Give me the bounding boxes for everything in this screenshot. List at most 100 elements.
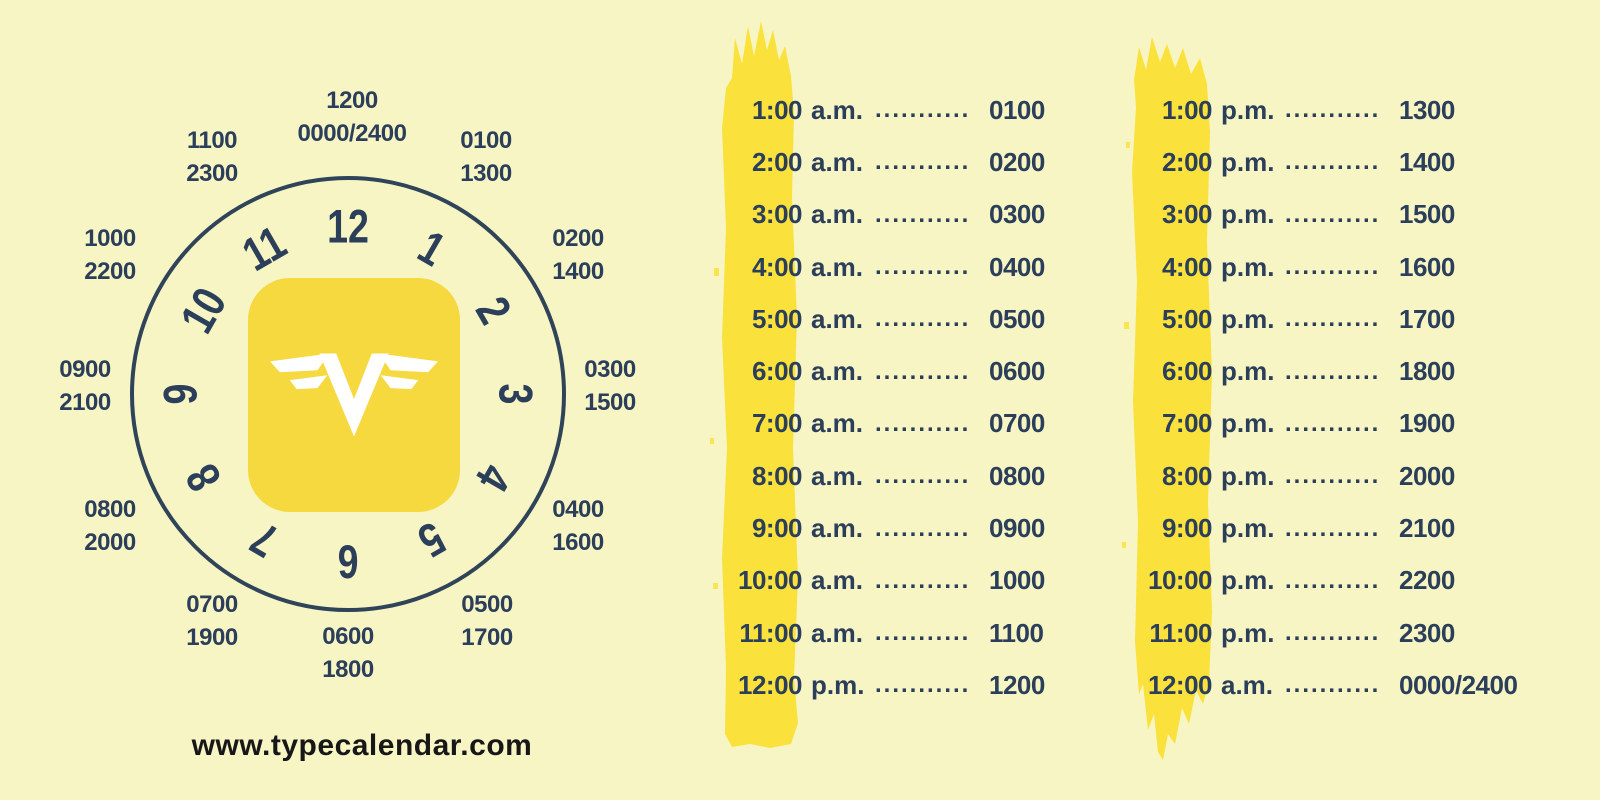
dotted-leader: ............ (875, 253, 967, 281)
clock-number-12: 12 (327, 199, 369, 253)
am-table-row: 5:00 a.m............. 0500 (690, 293, 1045, 345)
standard-time: 2:00 (751, 146, 803, 177)
military-label-line: 1200 (326, 87, 378, 114)
clock-face-ring (130, 176, 566, 612)
military-label-line: 1800 (322, 656, 374, 683)
am-table-row: 12:00 p.m............. 1200 (690, 659, 1045, 711)
military-label-line: 2100 (59, 389, 111, 416)
standard-time: 11:00 (1149, 617, 1212, 648)
meridiem-label: a.m. (811, 356, 864, 387)
meridiem-label: p.m. (1221, 408, 1275, 439)
pm-table-row: 5:00 p.m............. 1700 (1100, 293, 1517, 345)
brush-stroke-left (710, 21, 798, 748)
meridiem-label: p.m. (1221, 513, 1275, 544)
military-label-line: 0500 (461, 591, 513, 618)
military-time-value: 0000/2400 (1399, 669, 1518, 700)
military-time-value: 0500 (989, 303, 1045, 334)
military-label-1-oclock: 0100 1300 (460, 124, 512, 190)
pm-table-row: 6:00 p.m............. 1800 (1100, 345, 1517, 397)
meridiem-label: a.m. (811, 94, 864, 125)
military-time-value: 1100 (989, 617, 1044, 648)
am-table-row: 9:00 a.m............. 0900 (690, 502, 1045, 554)
military-time-value: 2000 (1399, 460, 1455, 491)
military-time-value: 1200 (989, 669, 1045, 700)
military-time-value: 0300 (989, 199, 1045, 230)
military-label-line: 1700 (461, 624, 513, 651)
dotted-leader: ............ (875, 96, 967, 124)
dotted-leader: ............ (875, 200, 967, 228)
standard-time: 8:00 (751, 460, 803, 491)
standard-time: 6:00 (1161, 356, 1213, 387)
military-label-line: 1900 (186, 624, 238, 651)
dotted-leader: ............ (875, 409, 967, 437)
dotted-leader: ............ (1285, 357, 1377, 385)
dotted-leader: ............ (1285, 200, 1377, 228)
dotted-leader: ............ (1285, 619, 1377, 647)
meridiem-label: p.m. (811, 669, 865, 700)
dotted-leader: ............ (875, 619, 967, 647)
meridiem-label: p.m. (1221, 146, 1275, 177)
dotted-leader: ............ (1285, 253, 1377, 281)
am-table-row: 1:00 a.m............. 0100 (690, 84, 1045, 136)
meridiem-label: p.m. (1221, 94, 1275, 125)
dotted-leader: ............ (1285, 148, 1377, 176)
meridiem-label: a.m. (811, 513, 864, 544)
standard-time: 3:00 (751, 199, 803, 230)
military-label-7-oclock: 0700 1900 (186, 588, 238, 654)
standard-time: 11:00 (739, 617, 802, 648)
meridiem-label: a.m. (811, 565, 864, 596)
standard-time: 9:00 (751, 513, 803, 544)
am-table-row: 3:00 a.m............. 0300 (690, 189, 1045, 241)
standard-time: 12:00 (738, 669, 803, 700)
pm-conversion-table: 1:00 p.m............. 1300 2:00 p.m.........… (1100, 84, 1518, 712)
meridiem-label: a.m. (811, 251, 864, 282)
military-label-2-oclock: 0200 1400 (552, 222, 604, 288)
military-label-line: 1300 (460, 160, 512, 187)
military-time-value: 1600 (1399, 251, 1455, 282)
standard-time: 4:00 (1161, 251, 1213, 282)
dotted-leader: ............ (875, 357, 967, 385)
military-label-12-oclock: 1200 0000/2400 (298, 84, 407, 150)
military-time-value: 2300 (1399, 617, 1455, 648)
military-label-line: 1100 (186, 127, 238, 154)
logo (248, 278, 460, 512)
pm-table-row: 10:00 p.m............. 2200 (1100, 555, 1517, 607)
military-time-value: 0700 (989, 408, 1045, 439)
military-label-line: 1000 (84, 225, 136, 252)
military-time-value: 2200 (1399, 565, 1455, 596)
standard-time: 1:00 (751, 94, 803, 125)
military-time-value: 1900 (1399, 408, 1455, 439)
standard-time: 3:00 (1161, 199, 1213, 230)
am-table-row: 8:00 a.m............. 0800 (690, 450, 1045, 502)
military-label-line: 0800 (84, 496, 136, 523)
pm-table-row: 2:00 p.m............. 1400 (1100, 136, 1517, 188)
dotted-leader: ............ (875, 462, 967, 490)
meridiem-label: a.m. (811, 460, 864, 491)
am-table-row: 6:00 a.m............. 0600 (690, 345, 1045, 397)
standard-time: 2:00 (1161, 146, 1213, 177)
am-conversion-table: 1:00 a.m............. 0100 2:00 a.m.........… (690, 84, 1045, 712)
military-label-10-oclock: 1000 2200 (84, 222, 136, 288)
military-time-value: 1300 (1399, 94, 1455, 125)
standard-time: 12:00 (1148, 669, 1213, 700)
military-time-value: 2100 (1399, 513, 1455, 544)
military-time-value: 1700 (1399, 303, 1455, 334)
dotted-leader: ............ (875, 148, 967, 176)
military-label-line: 1600 (552, 529, 604, 556)
meridiem-label: p.m. (1221, 617, 1275, 648)
standard-time: 5:00 (751, 303, 803, 334)
military-label-line: 0200 (552, 225, 604, 252)
dotted-leader: ............ (875, 514, 967, 542)
military-label-line: 0400 (552, 496, 604, 523)
pm-table-row: 8:00 p.m............. 2000 (1100, 450, 1517, 502)
military-label-line: 0700 (186, 591, 238, 618)
military-time-value: 0400 (989, 251, 1045, 282)
military-time-value: 0200 (989, 146, 1045, 177)
military-label-8-oclock: 0800 2000 (84, 493, 136, 559)
meridiem-label: p.m. (1221, 303, 1275, 334)
standard-time: 8:00 (1161, 460, 1213, 491)
meridiem-label: p.m. (1221, 199, 1275, 230)
military-time-value: 0100 (989, 94, 1045, 125)
standard-time: 7:00 (751, 408, 803, 439)
